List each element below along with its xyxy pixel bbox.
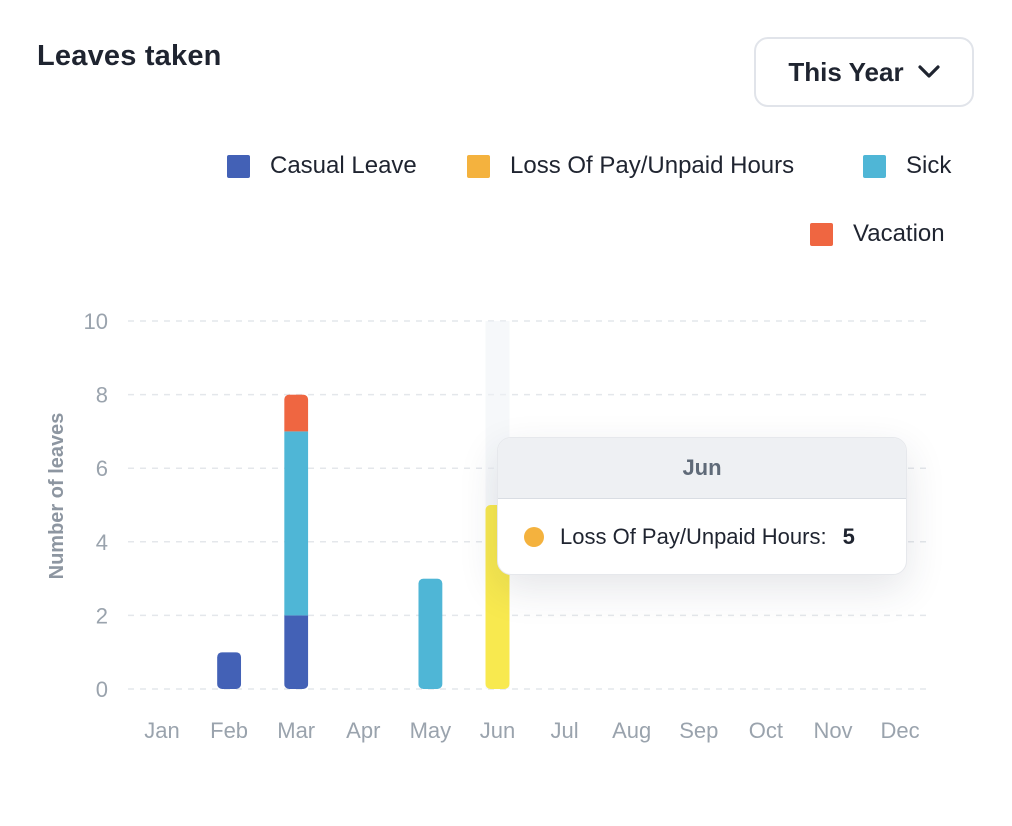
y-tick-label: 2 bbox=[96, 603, 108, 628]
x-tick-label: Nov bbox=[813, 718, 852, 743]
x-tick-label: Mar bbox=[277, 718, 315, 743]
bar-mar-sick[interactable] bbox=[284, 431, 309, 616]
y-tick-label: 4 bbox=[96, 530, 108, 555]
bars bbox=[217, 394, 510, 689]
bar-feb-casual-leave[interactable] bbox=[217, 652, 242, 689]
legend-label: Casual Leave bbox=[270, 152, 417, 179]
x-tick-label: May bbox=[410, 718, 452, 743]
y-tick-label: 6 bbox=[96, 456, 108, 481]
bar-may-sick[interactable] bbox=[418, 578, 443, 689]
x-tick-label: Feb bbox=[210, 718, 248, 743]
legend-item-sick[interactable]: Sick bbox=[863, 152, 951, 180]
tooltip-series-dot bbox=[524, 527, 544, 547]
x-tick-label: Dec bbox=[881, 718, 920, 743]
x-tick-label: Jul bbox=[551, 718, 579, 743]
tooltip-series-label: Loss Of Pay/Unpaid Hours: bbox=[560, 524, 827, 549]
legend-label: Sick bbox=[906, 152, 952, 179]
period-select-label: This Year bbox=[788, 56, 904, 87]
y-axis-label: Number of leaves bbox=[46, 413, 68, 580]
legend-swatch bbox=[863, 154, 886, 178]
x-tick-label: Apr bbox=[346, 718, 380, 743]
bar-stack[interactable] bbox=[217, 652, 242, 689]
legend-item-vacation[interactable]: Vacation bbox=[810, 220, 945, 248]
x-tick-label: Jan bbox=[144, 718, 179, 743]
y-tick-label: 8 bbox=[96, 383, 108, 408]
chevron-down-icon bbox=[917, 65, 940, 78]
legend-swatch bbox=[467, 154, 490, 178]
legend-item-loss-of-pay[interactable]: Loss Of Pay/Unpaid Hours bbox=[467, 152, 794, 180]
y-axis-ticks: 0 2 4 6 8 10 bbox=[84, 309, 108, 702]
legend-label: Loss Of Pay/Unpaid Hours bbox=[510, 152, 795, 179]
chart-tooltip: Jun Loss Of Pay/Unpaid Hours: 5 bbox=[497, 437, 907, 575]
x-axis-ticks: Jan Feb Mar Apr May Jun Jul Aug Sep Oct Nov Dec bbox=[144, 718, 919, 743]
legend-swatch bbox=[227, 154, 250, 178]
legend-label: Vacation bbox=[853, 220, 945, 247]
legend-item-casual-leave[interactable]: Casual Leave bbox=[227, 152, 417, 180]
page-title: Leaves taken bbox=[37, 40, 222, 72]
x-tick-label: Jun bbox=[480, 718, 515, 743]
period-select[interactable]: This Year bbox=[754, 37, 974, 107]
x-tick-label: Oct bbox=[749, 718, 783, 743]
y-tick-label: 0 bbox=[96, 677, 108, 702]
x-tick-label: Sep bbox=[679, 718, 718, 743]
bar-stack[interactable] bbox=[418, 578, 443, 689]
bar-mar-vacation[interactable] bbox=[284, 394, 309, 432]
tooltip-value: 5 bbox=[842, 524, 855, 549]
y-tick-label: 10 bbox=[84, 309, 108, 334]
x-tick-label: Aug bbox=[612, 718, 651, 743]
legend-swatch bbox=[810, 222, 833, 246]
tooltip-row: Loss Of Pay/Unpaid Hours: 5 bbox=[498, 499, 906, 574]
bar-stack[interactable] bbox=[284, 394, 309, 689]
tooltip-title: Jun bbox=[498, 438, 906, 499]
bar-mar-casual-leave[interactable] bbox=[284, 615, 309, 689]
